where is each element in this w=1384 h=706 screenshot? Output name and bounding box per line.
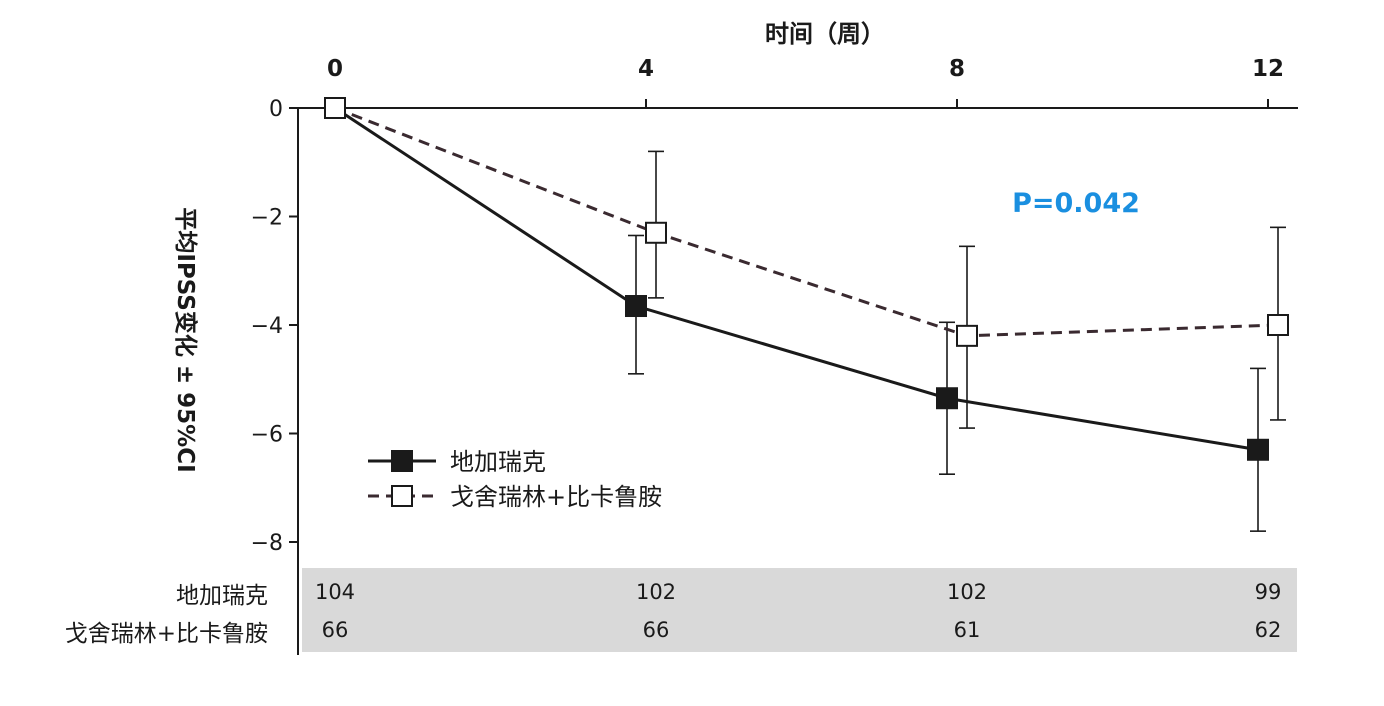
at-risk-row-label-1: 戈舍瑞林+比卡鲁胺: [65, 621, 268, 647]
legend-label-1: 戈舍瑞林+比卡鲁胺: [450, 483, 662, 511]
series-1-point-3: [1267, 314, 1289, 336]
y-tick-label-3: −6: [251, 423, 283, 448]
legend-label-0: 地加瑞克: [450, 448, 546, 476]
y-tick-label-2: −4: [251, 314, 283, 339]
x-tick-label-2: 8: [949, 56, 965, 82]
at-risk-cell-1-2: 61: [954, 618, 981, 642]
series-0-point-3: [1247, 438, 1269, 461]
at-risk-cell-1-1: 66: [643, 618, 670, 642]
series-0-point-1: [625, 295, 647, 318]
at-risk-cell-0-0: 104: [315, 580, 355, 604]
y-tick-label-0: 0: [269, 97, 283, 122]
legend-marker-1: [391, 485, 413, 507]
x-tick-label-0: 0: [327, 56, 343, 82]
series-0-point-2: [936, 387, 958, 410]
series-1-line: [334, 106, 1279, 338]
series-1-point-0: [324, 97, 346, 119]
y-tick-label-4: −8: [251, 531, 283, 556]
at-risk-cell-0-3: 99: [1255, 580, 1282, 604]
y-axis-label: 平均IPSS变化 ± 95%CI: [172, 207, 199, 472]
series-0-line: [334, 106, 1259, 452]
series-1-point-1: [645, 221, 667, 244]
at-risk-cell-0-1: 102: [636, 580, 676, 604]
x-tick-label-3: 12: [1252, 56, 1284, 82]
at-risk-cell-1-0: 66: [322, 618, 349, 642]
at-risk-row-label-0: 地加瑞克: [176, 583, 268, 609]
at-risk-cell-1-3: 62: [1255, 618, 1282, 642]
at-risk-table-bg: [302, 568, 1297, 652]
series-1-point-2: [956, 324, 978, 347]
at-risk-cell-0-2: 102: [947, 580, 987, 604]
x-axis-label: 时间（周）: [765, 20, 885, 48]
y-tick-label-1: −2: [251, 206, 283, 231]
x-tick-label-1: 4: [638, 56, 654, 82]
legend-marker-0: [391, 450, 413, 472]
p-value-annotation: P=0.042: [1012, 188, 1140, 219]
